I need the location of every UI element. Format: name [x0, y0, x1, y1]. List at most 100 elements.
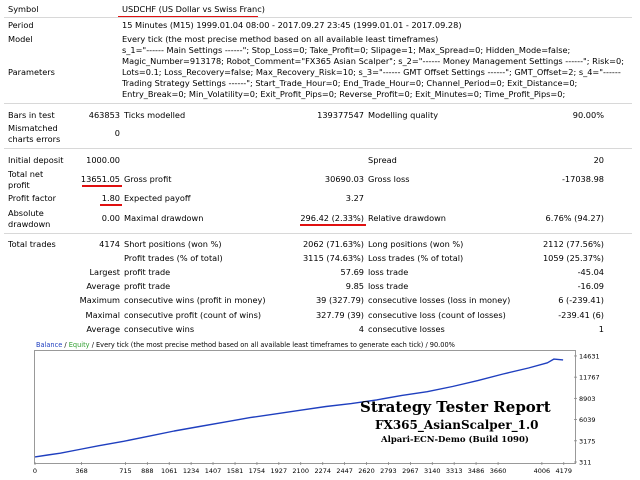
average-profit-label: profit trade: [124, 281, 171, 291]
netprofit-label-1: Total net: [8, 169, 44, 179]
x-tick-label: 2274: [314, 467, 331, 475]
largest-loss-label: loss trade: [368, 267, 409, 277]
bars-label: Bars in test: [8, 110, 55, 120]
spread-label: Spread: [368, 155, 397, 165]
parameters-value: s_1="------ Main Settings ------"; Stop_…: [122, 45, 624, 99]
largest-profit-label: profit trade: [124, 267, 171, 277]
ltrades-value: 1059 (25.37%): [542, 253, 604, 263]
average-profit-value: 9.85: [345, 281, 364, 291]
x-tick-label: 888: [141, 467, 153, 475]
x-tick-label: 1061: [161, 467, 178, 475]
symbol-label: Symbol: [8, 4, 39, 14]
server-build: Alpari-ECN-Demo (Build 1090): [381, 435, 529, 445]
ticks-value: 139377547: [317, 110, 364, 120]
separator: [4, 148, 632, 149]
ptrades-label: Profit trades (% of total): [124, 253, 223, 263]
x-tick-label: 0: [33, 467, 37, 475]
largest-label: Largest: [89, 267, 120, 277]
maximal-profit-label: consecutive profit (count of wins): [124, 310, 262, 320]
average-label: Average: [86, 281, 120, 291]
max-losses-label: consecutive losses (loss in money): [368, 295, 511, 305]
separator: [4, 17, 632, 18]
quality-label: Modelling quality: [368, 110, 439, 120]
model-label: Model: [8, 34, 33, 44]
balance-chart-frame: [34, 350, 576, 464]
payoff-value: 3.27: [345, 193, 364, 203]
largest-profit-value: 57.69: [340, 267, 364, 277]
deposit-value: 1000.00: [86, 155, 120, 165]
avg-losses-label: consecutive losses: [368, 324, 445, 334]
y-tick-label: 6039: [579, 416, 596, 424]
separator: [4, 103, 632, 104]
x-tick-label: 1581: [227, 467, 244, 475]
avgc-label: Average: [86, 324, 120, 334]
long-value: 2112 (77.56%): [542, 239, 604, 249]
max-wins-label: consecutive wins (profit in money): [124, 295, 266, 305]
trades-value: 4174: [99, 239, 120, 249]
avg-losses-value: 1: [598, 324, 604, 334]
model-value: Every tick (the most precise method base…: [122, 34, 439, 44]
absdd-label-1: Absolute: [8, 208, 44, 218]
chart-header-slash: /: [62, 341, 69, 349]
max-losses-value: 6 (-239.41): [558, 295, 604, 305]
chart-header-equity: Equity: [68, 341, 90, 349]
symbol-value: USDCHF (US Dollar vs Swiss Franc): [122, 4, 265, 14]
x-tick-label: 2447: [336, 467, 353, 475]
max-wins-value: 39 (327.79): [315, 295, 364, 305]
absdd-label-2: drawdown: [8, 219, 51, 229]
x-tick-label: 3313: [446, 467, 463, 475]
x-tick-label: 715: [119, 467, 131, 475]
x-tick-label: 2620: [358, 467, 375, 475]
pf-label: Profit factor: [8, 193, 56, 203]
maximal-label: Maximal: [85, 310, 120, 320]
y-tick-label: 311: [579, 459, 591, 467]
x-tick-label: 2100: [292, 467, 309, 475]
trades-label: Total trades: [8, 239, 56, 249]
x-tick-label: 3660: [490, 467, 507, 475]
ea-name: FX365_AsianScalper_1.0: [375, 418, 539, 432]
chart-header-rest: / Every tick (the most precise method ba…: [89, 341, 455, 349]
avg-wins-label: consecutive wins: [124, 324, 195, 334]
x-tick-label: 4006: [534, 467, 551, 475]
grossprofit-value: 30690.03: [324, 174, 364, 184]
x-tick-label: 3486: [468, 467, 485, 475]
absdd-value: 0.00: [101, 213, 120, 223]
pf-value: 1.80: [101, 193, 120, 203]
maximum-label: Maximum: [79, 295, 120, 305]
reldd-label: Relative drawdown: [368, 213, 446, 223]
period-value: 15 Minutes (M15) 1999.01.04 08:00 - 2017…: [122, 20, 462, 30]
short-label: Short positions (won %): [124, 239, 222, 249]
netprofit-underline: [82, 185, 122, 187]
quality-value: 90.00%: [572, 110, 604, 120]
balance-line: [34, 358, 564, 458]
maximal-loss-label: consecutive loss (count of losses): [368, 310, 506, 320]
x-tick-label: 368: [75, 467, 87, 475]
y-tick-label: 14631: [579, 352, 600, 360]
x-tick-label: 4179: [555, 467, 572, 475]
average-loss-label: loss trade: [368, 281, 409, 291]
ltrades-label: Loss trades (% of total): [368, 253, 464, 263]
short-value: 2062 (71.63%): [302, 239, 364, 249]
pf-underline: [100, 204, 122, 206]
x-tick-label: 2967: [402, 467, 419, 475]
period-label: Period: [8, 20, 34, 30]
avg-wins-value: 4: [358, 324, 364, 334]
mismatch-value: 0: [114, 128, 120, 138]
chart-header-balance: Balance: [36, 341, 63, 349]
maxdd-label: Maximal drawdown: [124, 213, 204, 223]
x-tick-label: 3140: [424, 467, 441, 475]
ptrades-value: 3115 (74.63%): [302, 253, 364, 263]
deposit-label: Initial deposit: [8, 155, 64, 165]
largest-loss-value: -45.04: [577, 267, 604, 277]
x-tick-label: 1407: [205, 467, 222, 475]
mismatch-label-2: charts errors: [8, 134, 61, 144]
bars-value: 463853: [88, 110, 120, 120]
separator: [4, 233, 632, 234]
maxdd-value: 296.42 (2.33%): [300, 213, 364, 223]
maxdd-underline: [300, 224, 366, 226]
grossloss-label: Gross loss: [368, 174, 410, 184]
netprofit-label-2: profit: [8, 180, 30, 190]
ticks-label: Ticks modelled: [124, 110, 186, 120]
y-tick-label: 11767: [579, 374, 600, 382]
